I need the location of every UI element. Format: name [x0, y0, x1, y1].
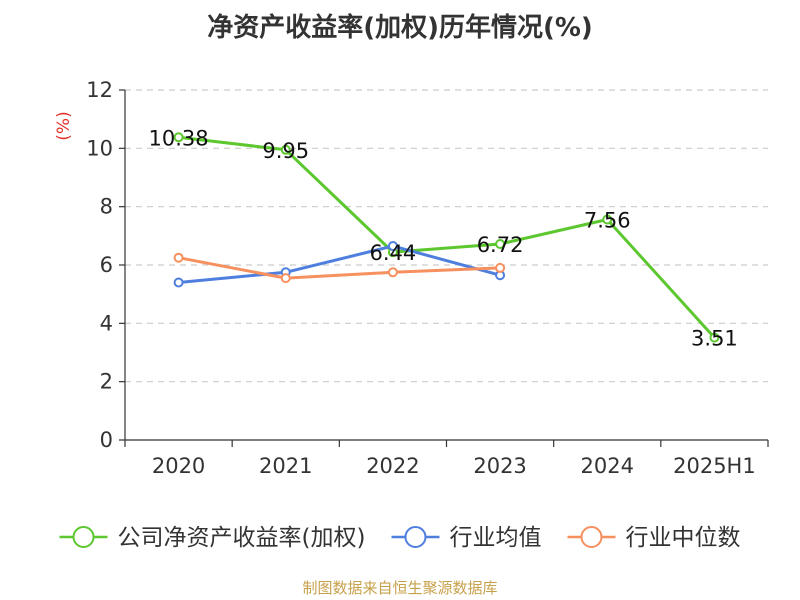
data-label: 10.38 [149, 126, 209, 150]
legend: 公司净资产收益率(加权) 行业均值 行业中位数 [59, 525, 740, 551]
data-point [387, 267, 398, 278]
data-point [173, 277, 184, 288]
label-layer: 10.38 9.95 6.44 6.72 7.56 3.51 [149, 126, 738, 350]
y-tick-label: 6 [100, 253, 113, 277]
data-point [280, 144, 291, 155]
legend-label: 公司净资产收益率(加权) [118, 525, 366, 551]
y-tick-label: 8 [100, 195, 113, 219]
data-point [495, 262, 506, 273]
chart-title: 净资产收益率(加权)历年情况(%) [207, 12, 593, 43]
y-tick-label: 12 [86, 78, 113, 102]
series-line-1 [178, 244, 501, 284]
y-tick-label: 0 [100, 428, 113, 452]
axis-layer: 0 2 4 6 8 10 12 2020 2021 2022 2023 2024 2025H1 [86, 78, 769, 478]
data-label: 9.95 [262, 139, 309, 163]
data-label: 6.72 [477, 233, 524, 257]
legend-circle-icon [580, 526, 603, 548]
x-tick-label: 2025H1 [673, 454, 756, 478]
series-line-2 [178, 256, 501, 280]
y-tick-label: 2 [100, 370, 113, 394]
legend-circle-icon [404, 526, 427, 548]
x-tick-label: 2020 [152, 454, 205, 478]
data-point [280, 273, 291, 284]
x-tick-label: 2021 [259, 454, 312, 478]
y-axis-label: (%) [54, 111, 74, 140]
legend-label: 行业中位数 [625, 525, 740, 551]
data-label: 7.56 [584, 209, 631, 233]
series-line-0 [178, 135, 716, 339]
data-point [495, 239, 506, 249]
data-point [387, 241, 398, 252]
x-tick-label: 2022 [366, 454, 419, 478]
y-tick-label: 10 [86, 136, 113, 160]
x-tick-label: 2024 [581, 454, 634, 478]
legend-label: 行业均值 [449, 525, 541, 551]
data-point [709, 332, 720, 343]
data-point [602, 214, 613, 225]
grid-layer [125, 89, 768, 383]
y-tick-label: 4 [100, 311, 113, 335]
data-label: 3.51 [691, 327, 738, 351]
x-tick-label: 2023 [473, 454, 526, 478]
legend-circle-icon [72, 526, 95, 548]
data-point [173, 132, 184, 143]
source-note: 制图数据来自恒生聚源数据库 [302, 579, 497, 597]
data-label: 6.44 [370, 241, 417, 265]
data-point [173, 252, 184, 263]
series-layer [173, 132, 720, 343]
